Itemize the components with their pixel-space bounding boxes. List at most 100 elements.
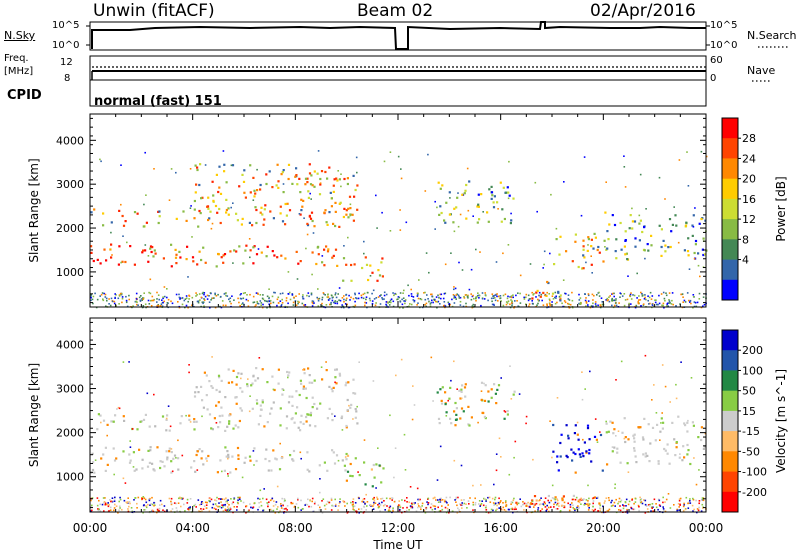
- echo-cell: [288, 395, 291, 398]
- noise-cell: [572, 498, 575, 501]
- noise-cell: [379, 504, 382, 506]
- noise-cell: [157, 305, 160, 307]
- echo-cell: [347, 216, 350, 219]
- colorbar-tick-label: 12: [742, 213, 756, 226]
- echo-cell: [638, 239, 641, 242]
- echo-cell: [565, 250, 568, 253]
- noise-cell: [402, 292, 404, 294]
- echo-cell: [141, 251, 144, 254]
- noise-cell: [96, 497, 99, 499]
- noise-cell: [499, 501, 501, 504]
- noise-cell: [453, 459, 456, 462]
- noise-cell: [493, 504, 495, 506]
- noise-cell: [187, 276, 189, 278]
- echo-cell: [308, 214, 311, 217]
- echo-cell: [592, 247, 595, 250]
- noise-cell: [631, 499, 633, 501]
- noise-cell: [170, 503, 173, 506]
- noise-cell: [562, 279, 565, 281]
- echo-cell: [165, 429, 168, 432]
- echo-cell: [175, 262, 178, 265]
- echo-cell: [154, 425, 157, 428]
- echo-cell: [141, 467, 144, 470]
- echo-cell: [678, 456, 681, 459]
- noise-cell: [676, 509, 678, 512]
- noise-cell: [274, 503, 277, 506]
- noise-cell: [216, 509, 219, 512]
- noise-cell: [413, 300, 416, 303]
- noise-cell: [512, 296, 514, 299]
- noise-cell: [625, 498, 628, 501]
- noise-cell: [196, 469, 199, 471]
- noise-cell: [682, 301, 684, 303]
- noise-cell: [336, 300, 339, 303]
- echo-cell: [506, 413, 509, 416]
- noise-cell: [332, 301, 335, 304]
- colorbar-segment: [722, 330, 738, 351]
- echo-cell: [121, 214, 124, 218]
- echo-cell: [574, 424, 577, 427]
- echo-cell: [242, 262, 245, 265]
- echo-cell: [643, 249, 646, 252]
- noise-cell: [678, 506, 680, 508]
- noise-cell: [494, 498, 496, 501]
- noise-cell: [376, 496, 378, 499]
- noise-cell: [584, 299, 587, 302]
- echo-cell: [493, 383, 496, 386]
- noise-cell: [161, 305, 164, 307]
- noise-cell: [291, 502, 294, 505]
- noise-cell: [310, 505, 313, 508]
- noise-cell: [494, 503, 496, 506]
- colorbar-segment: [722, 118, 738, 139]
- echo-cell: [138, 448, 141, 451]
- noise-cell: [507, 295, 509, 298]
- noise-cell: [571, 498, 574, 501]
- noise-cell: [678, 509, 680, 511]
- echo-cell: [346, 454, 350, 457]
- noise-cell: [644, 512, 647, 514]
- echo-cell: [585, 450, 588, 453]
- echo-cell: [117, 263, 120, 266]
- noise-cell: [414, 502, 416, 504]
- noise-cell: [399, 209, 401, 211]
- noise-cell: [224, 508, 227, 511]
- echo-cell: [246, 385, 249, 388]
- echo-cell: [502, 186, 505, 189]
- noise-cell: [437, 294, 439, 297]
- noise-cell: [440, 297, 442, 300]
- colorbar-segment: [722, 370, 738, 392]
- echo-cell: [338, 372, 341, 375]
- noise-cell: [429, 506, 432, 509]
- noise-cell: [421, 502, 424, 505]
- noise-cell: [488, 496, 491, 499]
- echo-cell: [264, 457, 267, 461]
- echo-cell: [206, 205, 209, 208]
- noise-cell: [316, 296, 318, 299]
- noise-cell: [360, 296, 363, 299]
- noise-cell: [270, 302, 272, 305]
- noise-cell: [432, 301, 434, 304]
- noise-cell: [692, 226, 695, 228]
- noise-cell: [472, 501, 474, 504]
- echo-cell: [513, 390, 516, 393]
- echo-cell: [223, 469, 226, 472]
- colorbar-segment: [722, 451, 738, 472]
- noise-cell: [326, 500, 329, 503]
- echo-cell: [224, 429, 227, 432]
- echo-cell: [441, 184, 444, 187]
- noise-cell: [463, 296, 465, 298]
- noise-cell: [369, 299, 372, 302]
- echo-cell: [468, 180, 471, 183]
- noise-cell: [645, 505, 648, 507]
- noise-cell: [324, 294, 326, 296]
- noise-cell: [227, 499, 229, 501]
- echo-cell: [461, 384, 464, 387]
- noise-cell: [675, 383, 677, 386]
- echo-cell: [162, 257, 165, 260]
- noise-cell: [242, 292, 245, 295]
- echo-cell: [700, 217, 703, 221]
- echo-cell: [615, 238, 618, 241]
- noise-cell: [253, 301, 256, 303]
- echo-cell: [437, 181, 440, 184]
- echo-cell: [223, 253, 227, 256]
